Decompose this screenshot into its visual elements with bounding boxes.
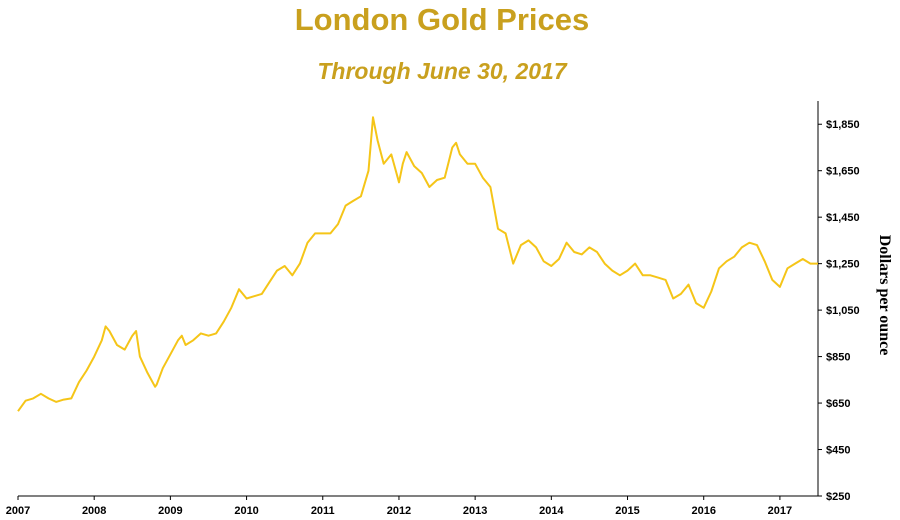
- x-tick-label: 2009: [158, 505, 182, 517]
- chart-title: London Gold Prices: [294, 2, 590, 37]
- y-tick-label: $850: [826, 352, 850, 364]
- y-tick-label: $1,250: [826, 259, 860, 271]
- gold-price-line: [17, 116, 818, 412]
- x-axis: 2007 2008 2009 2010 2011 2012 2013 2014 2015 2016…: [6, 495, 818, 517]
- x-tick-label: 2016: [691, 505, 715, 517]
- chart-subtitle: Through June 30, 2017: [317, 58, 567, 84]
- y-tick-label: $450: [826, 445, 850, 457]
- x-tick-label: 2017: [768, 505, 792, 517]
- x-tick-label: 2008: [82, 505, 106, 517]
- y-tick-label: $1,050: [826, 305, 860, 317]
- y-axis: $250 $450 $650 $850 $1,050 $1,250 $1,450 $1,650…: [817, 101, 860, 503]
- x-tick-label: 2011: [311, 505, 335, 517]
- y-tick-label: $1,850: [826, 119, 860, 131]
- y-tick-label: $1,450: [826, 212, 860, 224]
- series-layer: [17, 116, 818, 412]
- x-tick-label: 2010: [234, 505, 258, 517]
- x-tick-label: 2014: [539, 505, 564, 517]
- x-tick-label: 2013: [463, 505, 487, 517]
- x-tick-label: 2007: [6, 505, 30, 517]
- x-tick-label: 2015: [615, 505, 639, 517]
- y-tick-label: $650: [826, 398, 850, 410]
- y-axis-title: Dollars per ounce: [876, 235, 893, 356]
- x-tick-label: 2012: [387, 505, 411, 517]
- y-tick-label: $1,650: [826, 166, 860, 178]
- y-tick-label: $250: [826, 491, 850, 503]
